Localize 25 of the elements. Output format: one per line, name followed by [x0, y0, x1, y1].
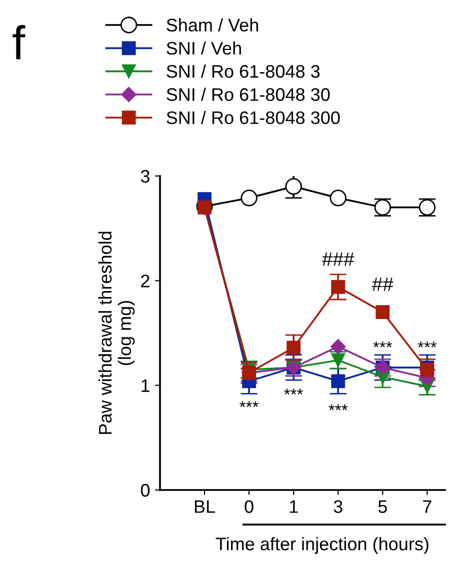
legend-label: Sham / Veh [166, 18, 258, 32]
annotation: *** [240, 401, 259, 408]
y-axis-title: Paw withdrawal threshold (log mg) [98, 232, 135, 434]
legend-label: SNI / Ro 61-8048 3 [166, 64, 320, 78]
x-tick-label: 7 [423, 500, 432, 513]
x-tick-label: 1 [290, 500, 298, 513]
y-tick-label: 1 [142, 379, 150, 392]
legend-label: SNI / Ro 61-8048 30 [166, 88, 330, 101]
y-tick-label: 0 [140, 484, 150, 497]
annotation: *** [284, 388, 304, 394]
annotation: ### [322, 252, 354, 266]
annotation: *** [418, 342, 437, 348]
annotation: ## [372, 278, 394, 291]
x-tick-label: 0 [244, 500, 254, 513]
x-tick-label: 5 [378, 500, 387, 513]
annotation: *** [373, 342, 392, 348]
legend-label: SNI / Ro 61-8048 300 [166, 110, 340, 124]
y-tick-label: 2 [141, 274, 150, 288]
text: f [12, 25, 26, 60]
annotation: *** [328, 404, 348, 410]
x-tick-label: 3 [334, 500, 342, 513]
legend-label: SNI / Veh [166, 41, 241, 55]
x-axis-title: Time after injection (hours) [216, 537, 428, 554]
x-tick-label: BL [194, 500, 215, 513]
y-tick-label: 3 [140, 170, 150, 183]
